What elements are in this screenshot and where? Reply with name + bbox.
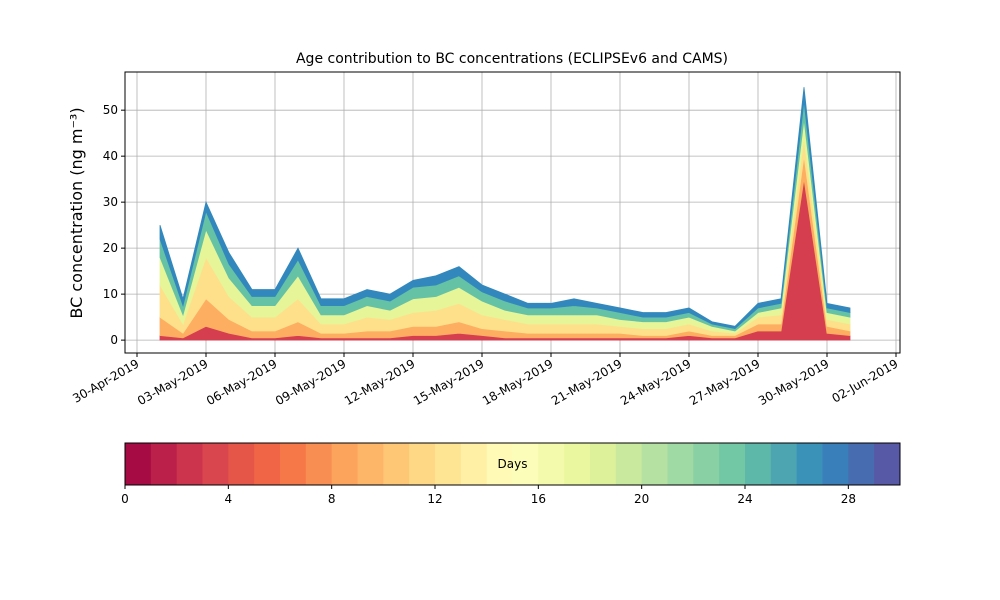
colorbar-tick-label: 4: [225, 492, 233, 506]
colorbar-bin: [538, 443, 565, 485]
colorbar-bin: [745, 443, 772, 485]
colorbar-bin: [590, 443, 617, 485]
x-tick-label: 21-May-2019: [549, 356, 624, 408]
colorbar-bin: [512, 443, 539, 485]
colorbar-tick-label: 24: [737, 492, 752, 506]
colorbar-bin: [435, 443, 462, 485]
colorbar-bin: [383, 443, 410, 485]
colorbar-tick-label: 0: [121, 492, 129, 506]
colorbar-bin: [641, 443, 668, 485]
x-tick-label: 24-May-2019: [618, 356, 693, 408]
colorbar-bin: [796, 443, 823, 485]
colorbar-bin: [357, 443, 384, 485]
colorbar-frame: [124, 442, 901, 486]
colorbar-bin: [331, 443, 358, 485]
x-tick-label: 02-Jun-2019: [830, 356, 901, 405]
y-tick-label: 10: [103, 287, 118, 301]
colorbar-bin: [202, 443, 229, 485]
colorbar-bin: [564, 443, 591, 485]
y-tick-label: 50: [103, 103, 118, 117]
x-tick-label: 03-May-2019: [135, 356, 210, 408]
y-tick-label: 0: [110, 333, 118, 347]
colorbar-bin: [460, 443, 488, 485]
y-tick-label: 30: [103, 195, 118, 209]
colorbar-bin: [719, 443, 746, 485]
x-tick-label: 12-May-2019: [342, 356, 417, 408]
colorbar-bin: [693, 443, 720, 485]
colorbar-tick-label: 8: [328, 492, 336, 506]
colorbar-tick-label: 12: [427, 492, 442, 506]
x-tick-label: 15-May-2019: [411, 356, 486, 408]
x-tick-label: 06-May-2019: [204, 356, 279, 408]
x-tick-label: 30-Apr-2019: [70, 356, 141, 405]
x-tick-label: 09-May-2019: [273, 356, 348, 408]
colorbar-tick-label: 20: [634, 492, 649, 506]
y-tick-label: 20: [103, 241, 118, 255]
colorbar-bin: [770, 443, 798, 485]
colorbar-bin: [615, 443, 643, 485]
colorbar-bin: [125, 443, 152, 485]
colorbar-tick-label: 28: [841, 492, 856, 506]
y-axis-label: BC concentration (ng m⁻³): [67, 107, 86, 318]
colorbar-bin: [486, 443, 513, 485]
x-tick-label: 18-May-2019: [480, 356, 555, 408]
colorbar-tick-label: 16: [531, 492, 546, 506]
colorbar-bin: [667, 443, 694, 485]
colorbar-bin: [409, 443, 436, 485]
colorbar-label: Days: [498, 457, 528, 471]
colorbar-bin: [822, 443, 849, 485]
area: [159, 87, 851, 330]
chart-title: Age contribution to BC concentrations (E…: [296, 51, 728, 67]
axes-frame: [124, 71, 901, 354]
colorbar-bin: [848, 443, 875, 485]
colorbar-bin: [305, 443, 333, 485]
colorbar-bin: [150, 443, 178, 485]
colorbar-bin: [874, 443, 901, 485]
x-tick-label: 30-May-2019: [756, 356, 831, 408]
colorbar-bin: [280, 443, 307, 485]
colorbar-bin: [176, 443, 203, 485]
y-tick-label: 40: [103, 149, 118, 163]
colorbar-bin: [228, 443, 255, 485]
x-tick-label: 27-May-2019: [687, 356, 762, 408]
colorbar-bin: [254, 443, 281, 485]
